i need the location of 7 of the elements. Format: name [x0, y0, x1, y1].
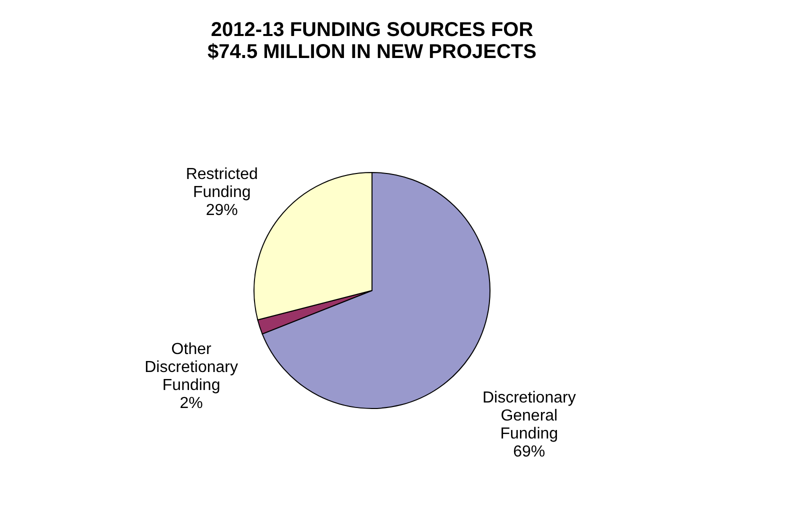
- data-label: 29%: [206, 202, 238, 220]
- slice-label: Other Discretionary Funding: [144, 341, 238, 394]
- slice-label: Discretionary General Funding: [482, 389, 576, 442]
- chart-title: 2012-13 FUNDING SOURCES FOR $74.5 MILLION IN NEW PROJECTS: [208, 19, 536, 63]
- data-label: 69%: [513, 443, 546, 460]
- data-label: 2%: [180, 395, 203, 412]
- slice-label: Restricted Funding: [186, 166, 258, 202]
